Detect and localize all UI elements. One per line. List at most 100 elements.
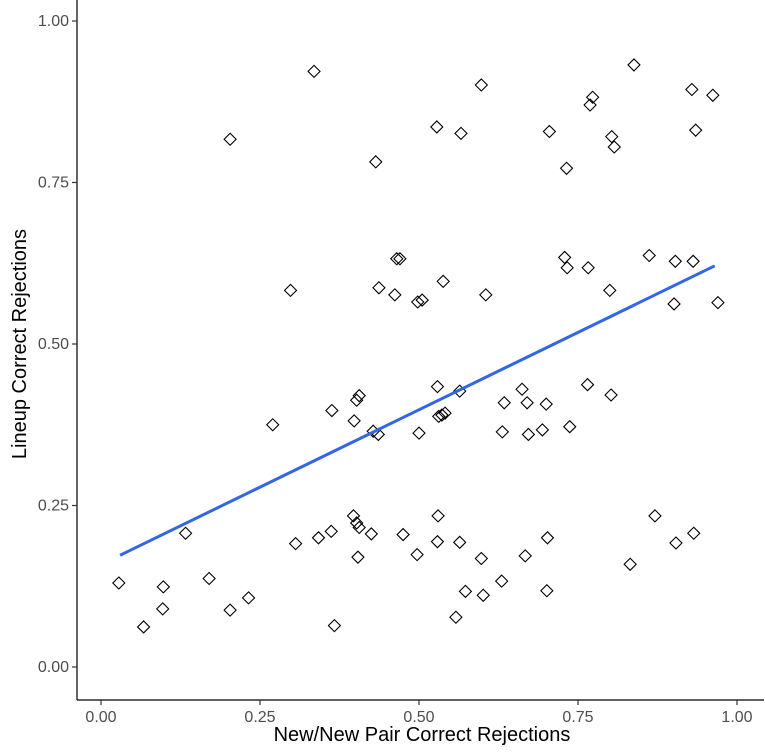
data-point — [372, 281, 386, 295]
data-point — [436, 274, 450, 289]
data-point — [347, 414, 361, 428]
data-point — [685, 82, 699, 97]
data-point — [351, 550, 365, 564]
data-point — [155, 602, 170, 616]
data-point — [412, 426, 426, 440]
data-point — [265, 417, 280, 432]
data-point — [389, 251, 404, 266]
data-point — [438, 406, 452, 420]
data-point — [604, 129, 619, 144]
data-point — [540, 583, 554, 598]
data-point — [623, 557, 637, 572]
data-point — [476, 588, 491, 603]
x-axis-title: New/New Pair Correct Rejections — [274, 724, 571, 746]
data-point — [581, 260, 595, 275]
data-point — [518, 549, 532, 563]
data-point — [223, 603, 237, 617]
data-point — [474, 78, 489, 92]
data-point — [559, 161, 574, 176]
data-point — [494, 574, 509, 588]
data-point — [711, 295, 725, 310]
data-point — [495, 425, 510, 439]
x-tick-label: 1.00 — [721, 709, 752, 726]
x-tick-label: 0.75 — [562, 709, 593, 726]
x-tick-label: 0.50 — [403, 709, 434, 726]
data-point — [479, 288, 493, 302]
data-point — [580, 377, 595, 392]
data-point — [668, 254, 683, 269]
data-point — [435, 408, 449, 422]
data-point — [324, 524, 339, 539]
data-point — [393, 251, 407, 266]
data-point — [202, 571, 216, 586]
data-point — [431, 509, 445, 523]
data-point — [585, 90, 600, 105]
y-tick-label: 0.50 — [38, 336, 69, 353]
data-point — [535, 423, 550, 437]
y-tick-label: 0.25 — [38, 498, 69, 515]
data-point — [430, 120, 444, 134]
data-point — [669, 536, 683, 550]
data-point — [452, 535, 467, 550]
data-point — [686, 254, 700, 269]
data-point — [627, 58, 641, 72]
data-point — [410, 295, 425, 309]
data-point — [521, 427, 536, 442]
x-tick-label: 0.25 — [244, 709, 275, 726]
data-point — [603, 283, 617, 298]
data-point — [241, 591, 256, 605]
data-point — [388, 288, 402, 302]
data-point — [431, 409, 446, 424]
data-point — [583, 98, 597, 112]
data-point — [352, 388, 366, 403]
data-point — [349, 516, 364, 530]
data-point — [539, 397, 553, 411]
data-point — [604, 388, 618, 402]
data-point — [136, 620, 151, 634]
y-axis-title: Lineup Correct Rejections — [9, 229, 31, 459]
data-point — [706, 88, 720, 103]
plot-area: 0.00 0.25 0.50 0.75 1.00 0.00 0.25 0.50 0.75 1.0… — [38, 0, 764, 726]
y-tick-label: 0.75 — [38, 175, 69, 192]
data-point — [288, 536, 303, 551]
data-point — [410, 547, 424, 562]
data-point — [562, 419, 577, 434]
data-point — [368, 155, 383, 169]
data-point — [667, 297, 681, 311]
data-point — [497, 396, 512, 410]
trend-line — [119, 264, 716, 557]
data-point — [458, 584, 473, 599]
data-point — [688, 123, 703, 137]
data-point — [327, 618, 342, 633]
y-axis-ticks: 0.00 0.25 0.50 0.75 1.00 — [38, 13, 77, 676]
data-point — [454, 126, 468, 141]
data-point — [520, 396, 534, 410]
data-point — [449, 610, 463, 625]
data-point — [415, 293, 429, 307]
data-point — [686, 526, 701, 541]
data-point — [540, 531, 555, 545]
data-point — [542, 124, 557, 139]
data-point — [557, 250, 572, 265]
y-tick-label: 1.00 — [38, 13, 69, 30]
x-tick-label: 0.00 — [85, 709, 116, 726]
data-point — [325, 403, 339, 418]
data-point — [648, 509, 662, 523]
data-point — [156, 580, 171, 594]
data-point — [515, 382, 529, 396]
data-point — [352, 520, 366, 535]
data-point — [283, 283, 298, 298]
y-tick-label: 0.00 — [38, 659, 69, 676]
data-point — [311, 531, 326, 545]
data-point — [396, 527, 410, 542]
data-point — [607, 140, 622, 154]
data-point — [364, 527, 379, 541]
data-point — [349, 393, 364, 407]
data-point — [223, 132, 237, 146]
data-point — [307, 64, 321, 79]
x-axis-ticks: 0.00 0.25 0.50 0.75 1.00 — [85, 700, 753, 726]
data-point — [178, 526, 193, 541]
data-point — [560, 260, 574, 275]
data-point — [112, 576, 126, 590]
